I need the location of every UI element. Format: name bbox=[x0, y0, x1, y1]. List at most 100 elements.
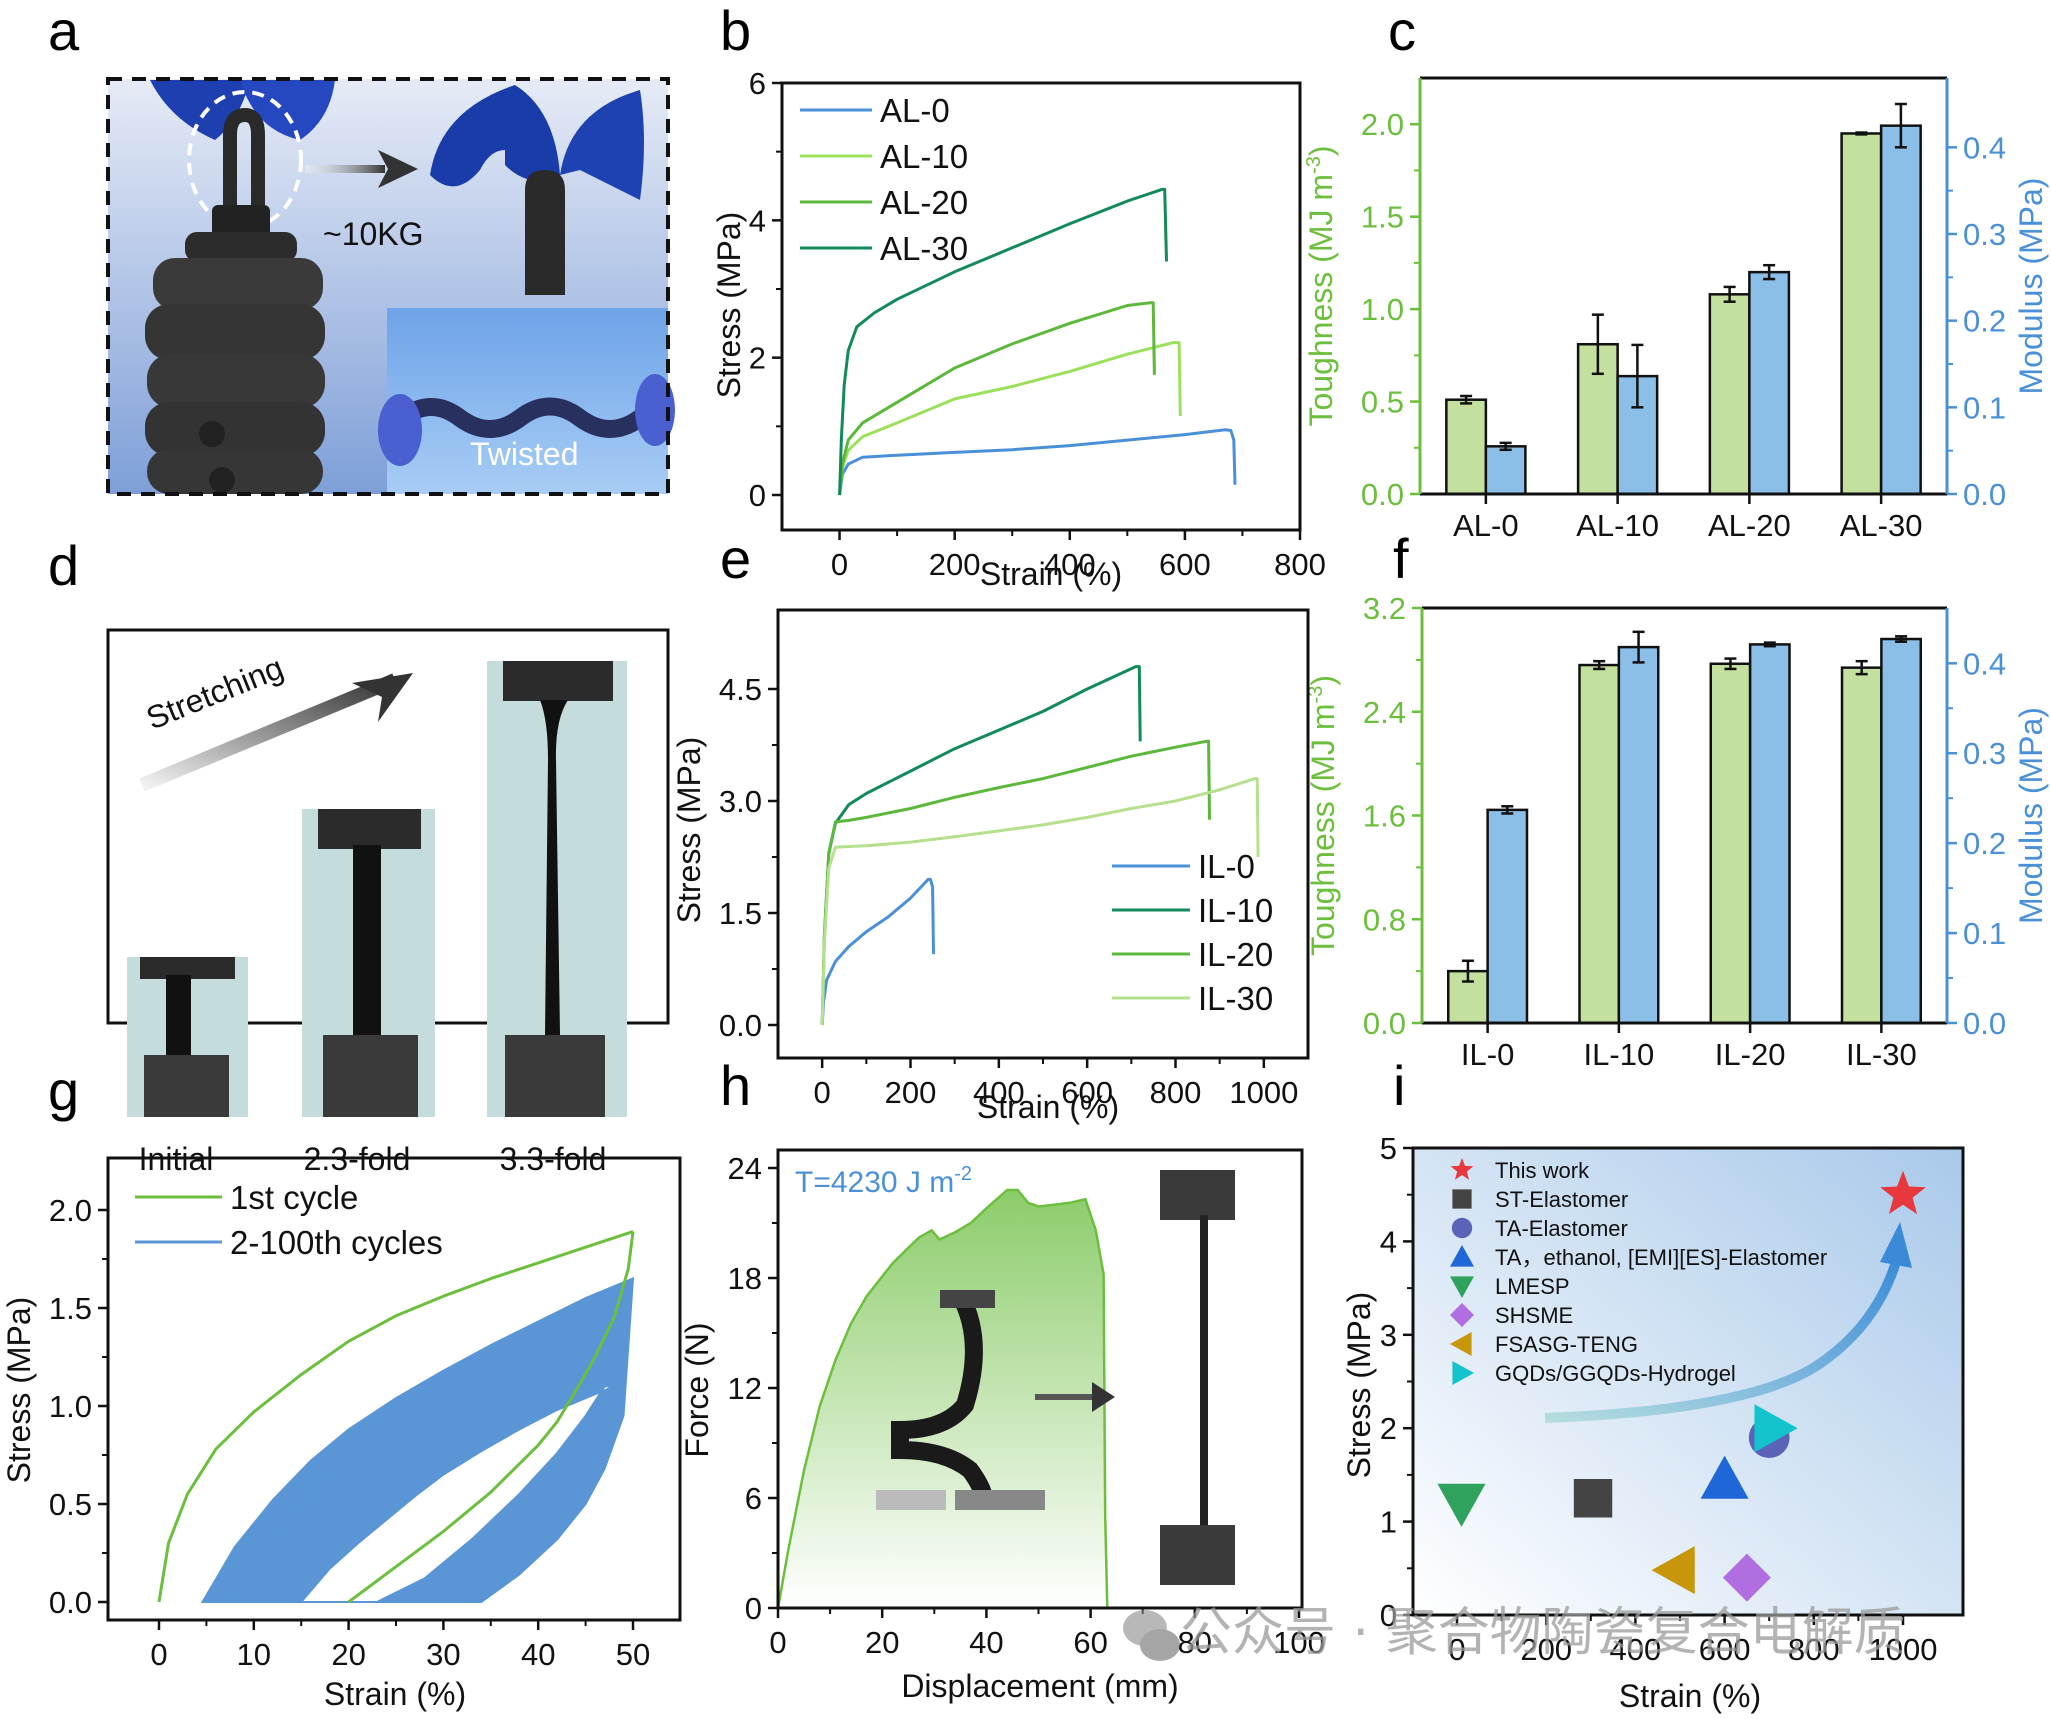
x-tick-label: IL-0 bbox=[1461, 1037, 1514, 1072]
cycle-line bbox=[230, 1309, 628, 1603]
toughness-annotation: T=4230 J m-2 bbox=[795, 1163, 972, 1199]
y-tick-label: 6 bbox=[749, 66, 766, 101]
data-point-triangle-down bbox=[1437, 1483, 1486, 1527]
x-axis-label: Strain (%) bbox=[324, 1676, 466, 1712]
legend-label: GQDs/GGQDs-Hydrogel bbox=[1495, 1361, 1736, 1386]
clamp-icon bbox=[140, 957, 235, 979]
arrow-right-icon bbox=[1092, 1382, 1115, 1412]
chart-i: This work ST-Elastomer TA-Elastomer TA，etha… bbox=[1341, 1131, 1965, 1714]
sample-icon bbox=[540, 700, 568, 1035]
twisted-strip-icon bbox=[394, 397, 646, 438]
glove-right-icon bbox=[635, 374, 675, 446]
y-tick-label: 0.4 bbox=[1963, 646, 2006, 681]
x-tick-label: 40 bbox=[521, 1637, 555, 1672]
chart-c: AL-0 AL-10 AL-20 AL-30 0.0 0.5 1.0 1.5 2.0 0.0 0.1… bbox=[1303, 76, 2049, 543]
clamp-icon bbox=[505, 1035, 605, 1117]
y-tick-label: 6 bbox=[745, 1481, 762, 1516]
zoom-circle bbox=[187, 90, 303, 230]
legend-marker-triangle-left bbox=[1450, 1332, 1472, 1356]
series-line-al-10 bbox=[838, 341, 1182, 496]
y-tick-label: 1.6 bbox=[1363, 799, 1406, 834]
y-tick-label: 0.2 bbox=[1963, 826, 2006, 861]
x-axis-label: Strain (%) bbox=[1619, 1678, 1761, 1714]
y-axis-label: Force (N) bbox=[679, 1322, 715, 1457]
y-axis-label: Stress (MPa) bbox=[1341, 1292, 1377, 1479]
x-tick-label: 1000 bbox=[1869, 1632, 1938, 1667]
cycle-line bbox=[201, 1277, 634, 1603]
panel-a: a ~10KG Twisted bbox=[48, 0, 675, 496]
legend-marker-diamond bbox=[1450, 1303, 1474, 1327]
bar-toughness bbox=[1708, 293, 1751, 496]
bent-sample-icon bbox=[891, 1290, 994, 1506]
x-tick-label: 0 bbox=[814, 1075, 831, 1110]
plate-knob-icon bbox=[199, 421, 225, 447]
x-tick-label: 800 bbox=[1788, 1632, 1840, 1667]
legend-label: TA-Elastomer bbox=[1495, 1216, 1628, 1241]
y-tick-label: 18 bbox=[728, 1261, 762, 1296]
y-tick-label: 0.2 bbox=[1963, 304, 2006, 339]
chart-e: 0 200 400 600 800 1000 0.0 1.5 3.0 4.5 Strain (%) S… bbox=[671, 608, 1310, 1125]
y-axis-label: Stress (MPa) bbox=[671, 737, 707, 924]
data-point-triangle-right bbox=[1754, 1404, 1798, 1453]
x-axis-label: Displacement (mm) bbox=[901, 1668, 1178, 1704]
x-tick-label: 200 bbox=[929, 547, 981, 582]
legend-label: AL-20 bbox=[880, 184, 968, 221]
x-tick-label: 50 bbox=[616, 1637, 650, 1672]
y-tick-label: 0.8 bbox=[1363, 902, 1406, 937]
legend-label: AL-30 bbox=[880, 230, 968, 267]
x-tick-label: AL-20 bbox=[1708, 508, 1791, 543]
y-axis-label-right: Modulus (MPa) bbox=[2013, 178, 2049, 395]
bar-toughness bbox=[1578, 663, 1621, 1025]
y-tick-label: 1.5 bbox=[719, 896, 762, 931]
legend-label: IL-30 bbox=[1198, 980, 1273, 1017]
data-point-diamond bbox=[1722, 1553, 1771, 1602]
cycle-line bbox=[213, 1290, 632, 1603]
first-cycle-unloading bbox=[347, 1231, 635, 1604]
bar-modulus bbox=[1617, 645, 1660, 1025]
stretch-arrow-head-icon bbox=[352, 673, 413, 722]
x-tick-label: 600 bbox=[1699, 1632, 1751, 1667]
clamp-icon bbox=[940, 1290, 995, 1308]
y-tick-label: 2.4 bbox=[1363, 695, 1406, 730]
cycle-line bbox=[224, 1302, 629, 1603]
y-tick-label: 0.5 bbox=[49, 1487, 92, 1522]
clamp-icon bbox=[318, 809, 421, 849]
weight-plate-icon bbox=[147, 449, 323, 494]
chart-g: 0 10 20 30 40 50 0.0 0.5 1.0 1.5 2.0 Strain (%) Stre… bbox=[1, 1156, 682, 1712]
x-tick-label: 0 bbox=[769, 1625, 786, 1660]
bar-toughness bbox=[1840, 132, 1883, 496]
panel-letter-i: i bbox=[1393, 1054, 1405, 1117]
y-tick-label: 3.0 bbox=[719, 784, 762, 819]
y-tick-label: 1.0 bbox=[1361, 292, 1404, 327]
x-tick-label: 20 bbox=[331, 1637, 365, 1672]
y-tick-label: 3.2 bbox=[1363, 591, 1406, 626]
y-axis-label-right: Modulus (MPa) bbox=[2013, 707, 2049, 924]
bar-toughness bbox=[1840, 666, 1883, 1025]
y-tick-label: 0 bbox=[1380, 1598, 1397, 1633]
x-tick-label: IL-10 bbox=[1584, 1037, 1655, 1072]
legend-marker-circle bbox=[1451, 1217, 1473, 1239]
x-tick-label: 800 bbox=[1274, 547, 1326, 582]
legend-marker-triangle-right bbox=[1452, 1361, 1474, 1385]
y-tick-label: 0.5 bbox=[1361, 385, 1404, 420]
legend-label: 2-100th cycles bbox=[230, 1224, 443, 1261]
panel-letter-d: d bbox=[48, 534, 79, 597]
clamp-icon bbox=[876, 1490, 946, 1510]
x-tick-label: IL-20 bbox=[1715, 1037, 1786, 1072]
plot-background bbox=[1413, 1148, 1963, 1615]
force-curve bbox=[776, 1188, 1109, 1609]
y-tick-label: 2 bbox=[1380, 1411, 1397, 1446]
x-tick-label: 60 bbox=[1073, 1625, 1107, 1660]
legend-marker-triangle-up bbox=[1450, 1245, 1474, 1267]
hook-icon bbox=[223, 107, 265, 205]
plot-frame bbox=[106, 1156, 682, 1622]
y-tick-label: 0.4 bbox=[1963, 130, 2006, 165]
glove-left-icon bbox=[378, 394, 422, 466]
x-tick-label: 80 bbox=[1178, 1625, 1212, 1660]
y-tick-label: 5 bbox=[1380, 1131, 1397, 1166]
x-tick-label: AL-0 bbox=[1453, 508, 1518, 543]
chart-f: IL-0 IL-10 IL-20 IL-30 0.0 0.8 1.6 2.4 3.2 0.0 0.1… bbox=[1305, 591, 2049, 1072]
y-tick-label: 0 bbox=[745, 1591, 762, 1626]
chart-h: 0 20 40 60 80 100 0 6 12 18 24 Displacement (mm) For… bbox=[679, 1148, 1325, 1704]
